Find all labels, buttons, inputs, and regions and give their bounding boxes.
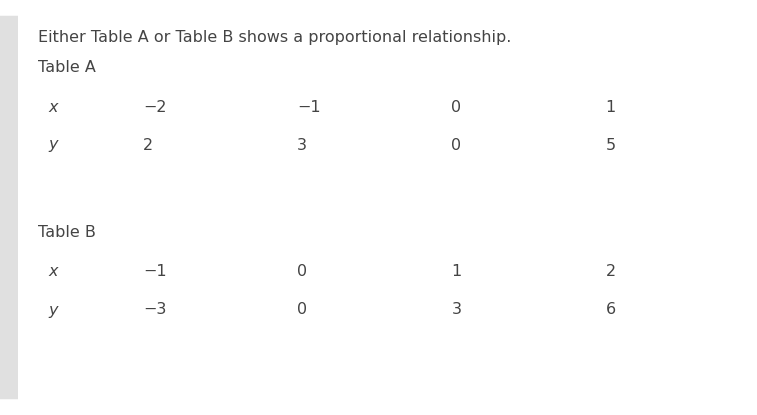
Text: 0: 0	[451, 137, 462, 152]
Text: −1: −1	[298, 100, 321, 115]
Bar	[441, 253, 596, 291]
Text: y: y	[48, 137, 58, 152]
Bar	[287, 291, 441, 329]
Bar	[596, 291, 750, 329]
Bar	[133, 126, 287, 164]
Text: Table A: Table A	[38, 60, 96, 75]
Text: −1: −1	[143, 264, 167, 279]
Bar	[38, 291, 133, 329]
Text: Table B: Table B	[38, 225, 96, 240]
Text: 3: 3	[298, 137, 307, 152]
Bar	[133, 253, 287, 291]
Text: 0: 0	[451, 100, 462, 115]
Text: 1: 1	[451, 264, 462, 279]
Bar	[38, 88, 133, 126]
Text: −2: −2	[143, 100, 167, 115]
Text: x: x	[48, 100, 58, 115]
Text: Either Table A or Table B shows a proportional relationship.: Either Table A or Table B shows a propor…	[38, 30, 512, 45]
Bar	[38, 126, 133, 164]
Text: 0: 0	[298, 303, 307, 317]
Bar	[287, 88, 441, 126]
Bar	[287, 126, 441, 164]
Text: x: x	[48, 264, 58, 279]
FancyBboxPatch shape	[0, 16, 27, 399]
Bar	[38, 253, 133, 291]
Bar	[441, 126, 596, 164]
Bar	[441, 291, 596, 329]
Bar	[441, 88, 596, 126]
Text: 5: 5	[606, 137, 616, 152]
Text: 1: 1	[606, 100, 616, 115]
Text: 0: 0	[298, 264, 307, 279]
Bar	[133, 88, 287, 126]
Text: 2: 2	[143, 137, 153, 152]
Text: y: y	[48, 303, 58, 317]
Text: 2: 2	[606, 264, 616, 279]
Bar	[287, 253, 441, 291]
Text: 6: 6	[606, 303, 616, 317]
Text: 3: 3	[451, 303, 462, 317]
Bar	[133, 291, 287, 329]
Text: −3: −3	[143, 303, 167, 317]
Bar	[596, 88, 750, 126]
Bar	[596, 126, 750, 164]
Bar	[596, 253, 750, 291]
